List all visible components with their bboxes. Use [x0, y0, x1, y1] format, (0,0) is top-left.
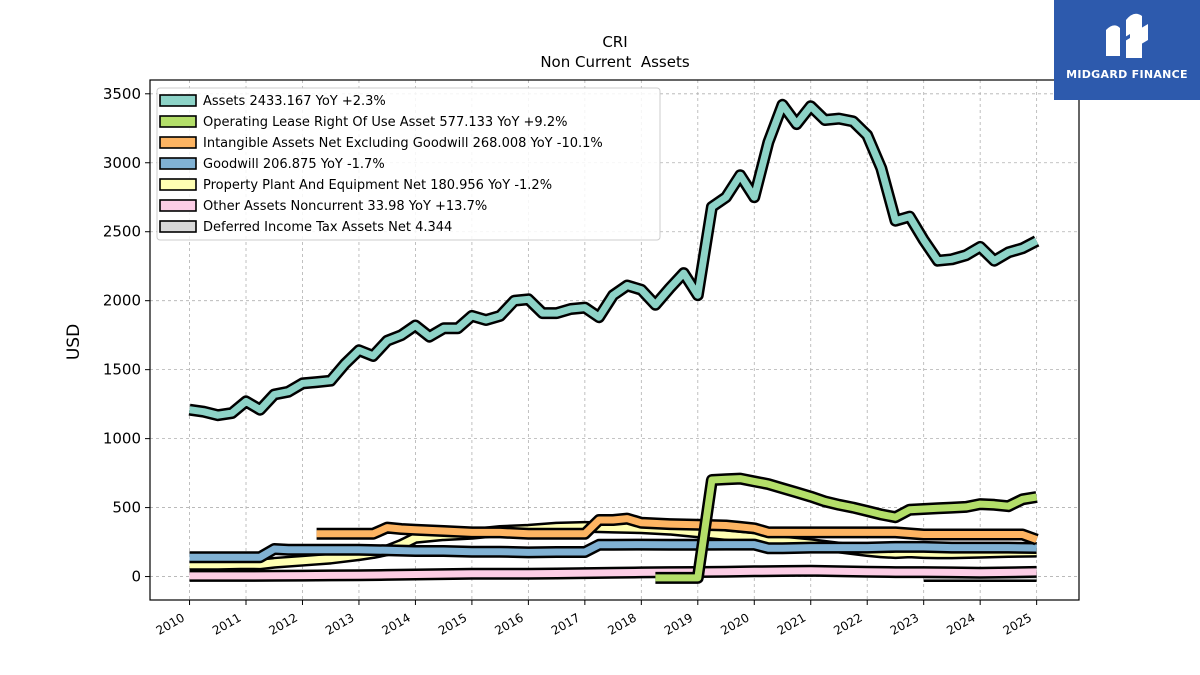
- legend-swatch: [159, 115, 197, 128]
- legend-swatch: [159, 94, 197, 107]
- midgard-finance-logo: MIDGARD FINANCE: [1054, 0, 1200, 100]
- legend-entry: Intangible Assets Net Excluding Goodwill…: [203, 136, 603, 151]
- x-tick-label: 2016: [492, 610, 525, 637]
- legend-swatch: [159, 157, 197, 170]
- x-tick-label: 2015: [436, 610, 469, 637]
- y-tick-label: 3500: [103, 85, 141, 103]
- series-layer: [188, 98, 1040, 584]
- legend-entry: Operating Lease Right Of Use Asset 577.1…: [203, 115, 567, 130]
- x-axis: 2010 2011 2012 2013 2014 2015 2016 2017 2018 2019…: [154, 600, 1038, 638]
- chart-subtitle: Non Current Assets: [540, 53, 690, 71]
- x-tick-label: 2022: [831, 610, 864, 637]
- x-tick-label: 2019: [662, 610, 695, 637]
- legend-entry: Assets 2433.167 YoY +2.3%: [203, 94, 386, 109]
- legend: Assets 2433.167 YoY +2.3% Operating Lease…: [156, 87, 661, 241]
- series-line-0: [189, 101, 1039, 419]
- x-tick-label: 2024: [944, 610, 977, 637]
- x-tick-label: 2010: [154, 610, 187, 637]
- legend-swatch: [159, 199, 197, 212]
- midgard-logo-icon: [1106, 13, 1148, 58]
- y-tick-label: 2500: [103, 223, 141, 241]
- y-tick-label: 2000: [103, 292, 141, 310]
- series-line-2: [316, 515, 1038, 543]
- series-line-3: [189, 541, 1037, 561]
- y-tick-label: 3000: [103, 154, 141, 172]
- y-axis-label: USD: [64, 324, 84, 360]
- y-tick-label: 500: [112, 499, 141, 517]
- y-tick-label: 0: [131, 568, 141, 586]
- y-axis: 0 500 1000 1500 2000 2500 3000 3500: [103, 85, 150, 586]
- y-tick-label: 1000: [103, 430, 141, 448]
- series-line-1: [655, 475, 1038, 582]
- legend-entry: Property Plant And Equipment Net 180.956…: [203, 178, 552, 193]
- y-tick-label: 1500: [103, 361, 141, 379]
- legend-entry: Goodwill 206.875 YoY -1.7%: [203, 157, 385, 172]
- legend-box: [156, 87, 661, 241]
- x-tick-label: 2011: [210, 610, 243, 637]
- x-tick-label: 2012: [267, 610, 300, 637]
- x-tick-label: 2013: [323, 610, 356, 637]
- x-tick-label: 2023: [888, 610, 921, 637]
- x-tick-label: 2020: [718, 610, 751, 637]
- legend-entry: Deferred Income Tax Assets Net 4.344: [203, 220, 452, 235]
- x-tick-label: 2014: [379, 610, 412, 637]
- x-tick-label: 2018: [605, 610, 638, 637]
- plot-frame: [149, 79, 1080, 601]
- series-line-5: [189, 567, 1037, 580]
- legend-swatch: [159, 136, 197, 149]
- chart-title: CRI: [602, 33, 627, 51]
- x-tick-label: 2017: [549, 610, 582, 637]
- x-tick-label: 2025: [1001, 610, 1034, 637]
- x-tick-label: 2021: [775, 610, 808, 637]
- brand-name: MIDGARD FINANCE: [1066, 68, 1188, 81]
- legend-swatch: [159, 220, 197, 233]
- legend-swatch: [159, 178, 197, 191]
- legend-entry: Other Assets Noncurrent 33.98 YoY +13.7%: [203, 199, 487, 214]
